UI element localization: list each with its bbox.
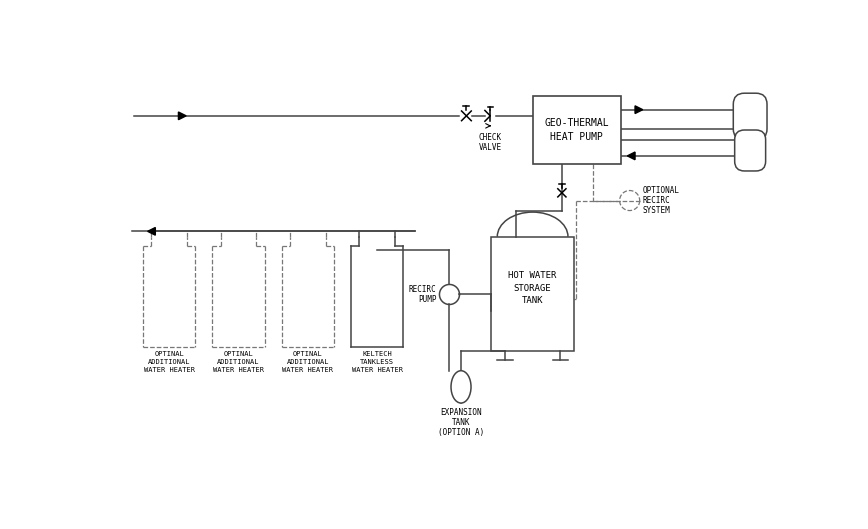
Polygon shape [635, 106, 642, 114]
Bar [533, 96, 621, 163]
FancyBboxPatch shape [734, 130, 766, 171]
Text: HOT WATER
STORAGE
TANK: HOT WATER STORAGE TANK [509, 271, 556, 305]
Polygon shape [148, 227, 155, 235]
Text: OPTINAL
ADDITIONAL
WATER HEATER: OPTINAL ADDITIONAL WATER HEATER [282, 351, 333, 373]
Text: OPTINAL
ADDITIONAL
WATER HEATER: OPTINAL ADDITIONAL WATER HEATER [144, 351, 194, 373]
Text: OPTIONAL
RECIRC
SYSTEM: OPTIONAL RECIRC SYSTEM [642, 186, 680, 215]
Bar [491, 237, 575, 351]
Polygon shape [179, 112, 186, 120]
Text: EXPANSION
TANK
(OPTION A): EXPANSION TANK (OPTION A) [437, 408, 484, 437]
Text: RECIRC
PUMP: RECIRC PUMP [409, 285, 437, 304]
Text: CHECK
VALVE: CHECK VALVE [479, 133, 502, 152]
Text: GEO-THERMAL
HEAT PUMP: GEO-THERMAL HEAT PUMP [544, 117, 609, 142]
Text: OPTINAL
ADDITIONAL
WATER HEATER: OPTINAL ADDITIONAL WATER HEATER [213, 351, 264, 373]
Ellipse shape [451, 371, 471, 403]
Polygon shape [628, 152, 635, 160]
FancyBboxPatch shape [733, 93, 767, 140]
Text: KELTECH
TANKLESS
WATER HEATER: KELTECH TANKLESS WATER HEATER [352, 351, 403, 373]
